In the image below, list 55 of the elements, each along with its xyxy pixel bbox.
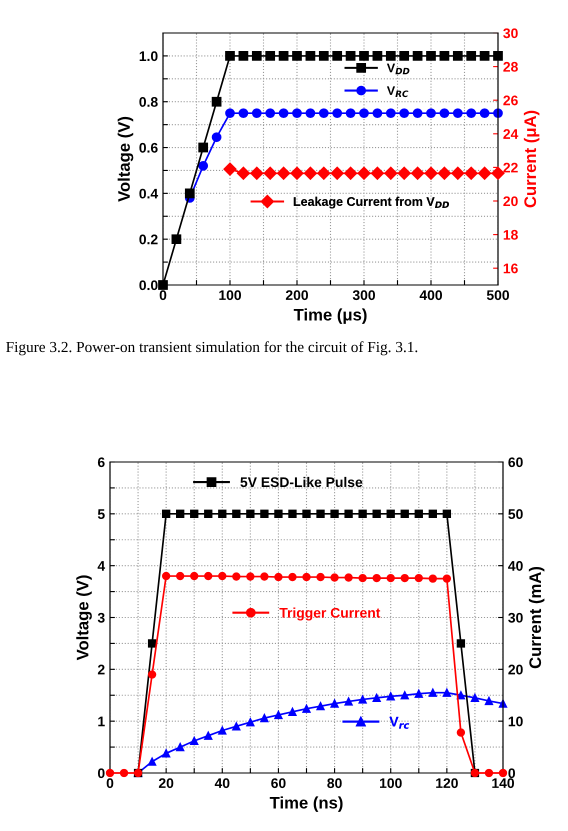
y2-tick-label: 20	[503, 196, 518, 206]
y-tick-label: 2	[98, 664, 105, 674]
x-axis-title: Time (μs)	[294, 308, 367, 324]
x-tick-label: 200	[286, 290, 308, 300]
x-tick-label: 140	[492, 778, 514, 788]
y2-tick-label: 50	[508, 509, 523, 520]
x-tick-label: 80	[327, 778, 342, 788]
y-axis-title: Voltage (V)	[76, 575, 92, 660]
y2-tick-label: 20	[508, 664, 523, 675]
y2-axis-title: Current (mA)	[528, 566, 544, 668]
y-tick-label: 0.6	[139, 142, 158, 153]
x-tick-label: 120	[436, 778, 458, 788]
y2-tick-label: 18	[504, 230, 518, 240]
y2-tick-label: 28	[503, 62, 518, 72]
legend-label: 5V ESD-Like Pulse	[240, 476, 362, 488]
x-axis-title: Time (ns)	[270, 796, 343, 812]
x-tick-label: 100	[219, 290, 242, 300]
y2-axis-title: Current (μA)	[524, 110, 540, 208]
y-axis-title: Voltage (V)	[118, 116, 134, 202]
x-tick-label: 20	[158, 778, 174, 788]
y2-tick-label: 40	[508, 561, 523, 571]
x-tick-label: 0	[106, 778, 114, 788]
y-tick-label: 0	[98, 768, 105, 778]
x-tick-label: 500	[486, 290, 510, 300]
x-tick-label: 100	[380, 778, 402, 788]
y-tick-label: 5	[98, 509, 105, 520]
y-tick-label: 0.2	[139, 234, 158, 244]
legend-label: V$_{DD}$	[386, 64, 410, 74]
y-tick-label: 0.0	[139, 280, 158, 290]
y2-tick-label: 24	[503, 129, 518, 139]
y-tick-label: 1.0	[140, 51, 158, 62]
y2-tick-label: 0	[508, 768, 516, 778]
y-tick-label: 6	[98, 457, 105, 468]
y2-tick-label: 30	[503, 28, 518, 38]
legend-label: V$_{RC}$	[386, 86, 408, 98]
x-tick-label: 40	[214, 778, 230, 788]
y2-tick-label: 26	[503, 96, 518, 106]
y2-tick-label: 60	[508, 457, 523, 468]
x-tick-label: 400	[420, 290, 442, 300]
x-tick-label: 300	[352, 290, 376, 300]
y-tick-label: 4	[98, 561, 106, 571]
legend-label: V$_{rc}$	[389, 716, 410, 729]
x-tick-label: 0	[160, 290, 166, 300]
x-tick-label: 60	[271, 778, 286, 788]
legend-label: Leakage Current from V$_{DD}$	[294, 196, 449, 208]
y-tick-label: 0.4	[139, 188, 158, 199]
y-tick-label: 3	[98, 612, 105, 623]
y2-tick-label: 30	[508, 612, 523, 623]
legend-label: Trigger Current	[279, 608, 380, 621]
y-tick-label: 0.8	[139, 97, 158, 107]
y2-tick-label: 10	[508, 716, 523, 726]
y2-tick-label: 22	[503, 162, 518, 172]
y2-tick-label: 16	[504, 264, 518, 274]
caption: Figure 3.2. Power-on transient simulation for the circuit of Fig. 3.1.	[6, 341, 418, 356]
y-tick-label: 1	[98, 716, 105, 726]
